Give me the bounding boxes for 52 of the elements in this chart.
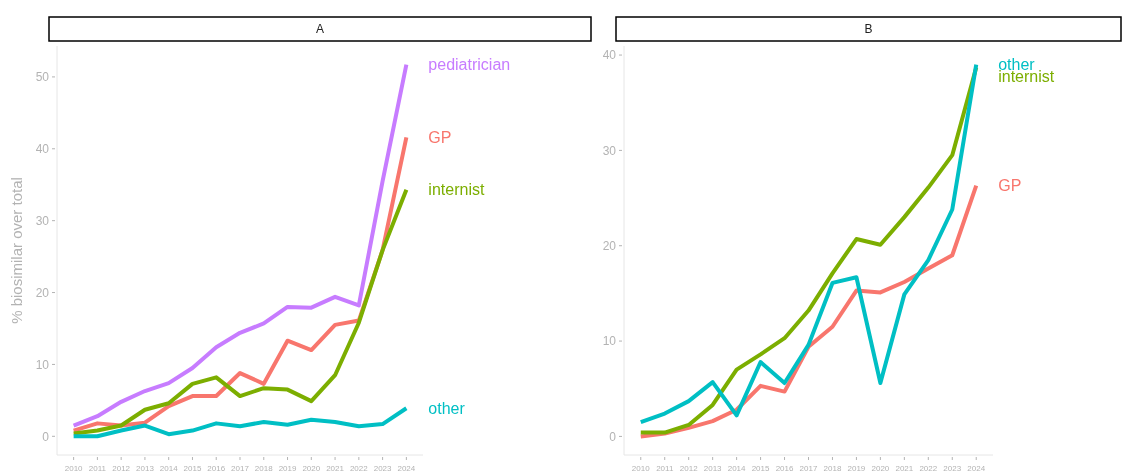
x-tick-label: 2012 [112, 464, 131, 471]
y-tick-label: 40 [602, 48, 617, 63]
y-tick-label: 50 [35, 70, 50, 85]
x-tick-label: 2015 [751, 464, 771, 471]
y-tick-label: 20 [35, 285, 50, 300]
x-tick-label: 2012 [679, 464, 699, 471]
x-tick-label: 2019 [278, 464, 297, 471]
chart-title: A [315, 22, 325, 36]
x-tick-label: 2016 [207, 464, 226, 471]
y-tick-label: 10 [35, 357, 50, 372]
series-label: pediatrician [428, 56, 511, 74]
x-tick-label: 2013 [136, 464, 155, 471]
series-label: other [428, 399, 466, 417]
x-tick-label: 2013 [703, 464, 723, 471]
x-tick-label: 2017 [799, 464, 818, 471]
y-tick-label: 0 [609, 429, 617, 444]
series-label: GP [428, 128, 452, 146]
line-series [71, 187, 409, 436]
x-tick-label: 2018 [254, 464, 274, 471]
x-tick-label: 2014 [727, 464, 747, 471]
y-axis-title: % biosimilar over total [8, 177, 25, 324]
x-tick-label: 2021 [326, 464, 345, 471]
x-tick-label: 2011 [88, 464, 107, 471]
y-tick-label: 40 [35, 141, 50, 156]
x-tick-label: 2010 [64, 464, 84, 471]
x-tick-label: 2024 [967, 464, 986, 471]
x-tick-label: 2011 [656, 464, 674, 471]
chart-title: B [864, 22, 873, 36]
y-tick-label: 20 [602, 238, 617, 253]
y-tick-label: 10 [602, 334, 617, 349]
y-tick-label: 0 [42, 429, 50, 444]
y-tick-label: 30 [35, 213, 50, 228]
line-series [71, 62, 409, 428]
series-label: internist [428, 181, 485, 199]
x-tick-label: 2015 [183, 464, 202, 471]
x-tick-label: 2020 [871, 464, 890, 471]
x-tick-label: 2010 [631, 464, 651, 471]
x-tick-label: 2022 [349, 464, 369, 471]
x-tick-label: 2023 [373, 464, 393, 471]
x-tick-label: 2022 [919, 464, 938, 471]
x-tick-label: 2017 [231, 464, 250, 471]
x-tick-label: 2014 [159, 464, 179, 471]
y-tick-label: 30 [602, 143, 617, 158]
line-series [71, 406, 409, 439]
x-tick-label: 2023 [943, 464, 962, 471]
x-tick-label: 2021 [895, 464, 914, 471]
series-label: GP [998, 177, 1022, 195]
x-tick-label: 2016 [775, 464, 794, 471]
x-tick-label: 2018 [823, 464, 842, 471]
x-tick-label: 2020 [302, 464, 321, 471]
x-tick-label: 2024 [397, 464, 416, 471]
x-tick-label: 2019 [847, 464, 866, 471]
